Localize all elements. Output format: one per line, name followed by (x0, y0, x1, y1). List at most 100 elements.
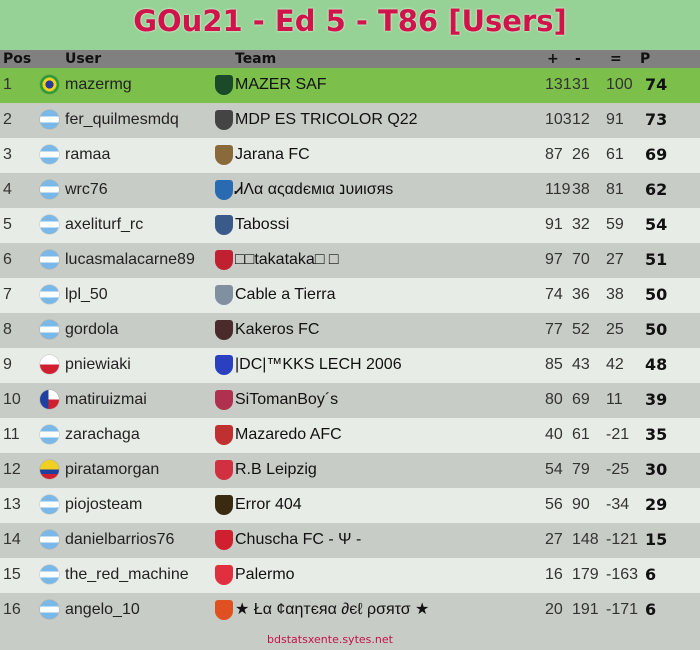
points: 73 (645, 110, 668, 129)
team-crest-icon (215, 530, 233, 550)
goals-against: 32 (572, 216, 590, 233)
team-crest-icon (215, 285, 233, 305)
team-name[interactable]: |DC|™KKS LECH 2006 (235, 356, 402, 373)
goal-difference: 25 (606, 321, 624, 338)
table-row: 4 wrc76 ᏗΛα αςαԁємια נυиισяѕ 119 38 81 6… (0, 173, 700, 208)
team-crest-icon (215, 565, 233, 585)
team-name[interactable]: ★ Łα ¢αηтєяα ∂єℓ ρσяτσ ★ (235, 601, 430, 618)
header-minus: - (575, 51, 581, 67)
team-crest-icon (215, 110, 233, 130)
position: 6 (3, 251, 12, 268)
team-name[interactable]: Jarana FC (235, 146, 310, 163)
points: 54 (645, 215, 668, 234)
goal-difference: -171 (606, 601, 639, 618)
points: 30 (645, 460, 668, 479)
goals-against: 52 (572, 321, 590, 338)
goals-for: 74 (545, 286, 563, 303)
team-crest-icon (215, 390, 233, 410)
position: 12 (3, 461, 21, 478)
goal-difference: 81 (606, 181, 624, 198)
points: 39 (645, 390, 668, 409)
points: 69 (645, 145, 668, 164)
user-name[interactable]: piratamorgan (65, 461, 160, 478)
goal-difference: 27 (606, 251, 624, 268)
team-crest-icon (215, 355, 233, 375)
team-name[interactable]: ᏗΛα αςαԁємια נυиισяѕ (235, 181, 394, 198)
goal-difference: 42 (606, 356, 624, 373)
goals-for: 119 (545, 181, 571, 198)
user-name[interactable]: pniewiaki (65, 356, 131, 373)
goal-difference: -34 (606, 496, 630, 513)
goals-for: 80 (545, 391, 563, 408)
header-pos: Pos (3, 51, 32, 67)
table-row: 13 piojosteam Error 404 56 90 -34 29 (0, 488, 700, 523)
user-name[interactable]: lucasmalacarne89 (65, 251, 195, 268)
goals-against: 38 (572, 181, 590, 198)
goals-against: 179 (572, 566, 599, 583)
user-name[interactable]: ramaa (65, 146, 111, 163)
table-row: 15 the_red_machine Palermo 16 179 -163 6 (0, 558, 700, 593)
position: 16 (3, 601, 21, 618)
goals-against: 61 (572, 426, 590, 443)
team-name[interactable]: Cable a Tierra (235, 286, 336, 303)
team-name[interactable]: □□takataka□ □ (235, 251, 339, 268)
points: 29 (645, 495, 668, 514)
position: 14 (3, 531, 21, 548)
user-name[interactable]: wrc76 (65, 181, 108, 198)
team-name[interactable]: Kakeros FC (235, 321, 320, 338)
flag-colombia-icon (40, 460, 59, 479)
team-name[interactable]: Error 404 (235, 496, 302, 513)
user-name[interactable]: lpl_50 (65, 286, 108, 303)
team-crest-icon (215, 320, 233, 340)
user-name[interactable]: mazermg (65, 76, 132, 93)
flag-brazil-icon (40, 75, 59, 94)
user-name[interactable]: angelo_10 (65, 601, 140, 618)
flag-argentina-icon (40, 110, 59, 129)
team-name[interactable]: Mazaredo AFC (235, 426, 342, 443)
goals-for: 20 (545, 601, 563, 618)
team-name[interactable]: R.B Leipzig (235, 461, 317, 478)
table-row: 12 piratamorgan R.B Leipzig 54 79 -25 30 (0, 453, 700, 488)
team-name[interactable]: Chuscha FC - Ψ - (235, 531, 362, 548)
user-name[interactable]: danielbarrios76 (65, 531, 175, 548)
team-name[interactable]: SiTomanBoy´s (235, 391, 339, 408)
user-name[interactable]: gordola (65, 321, 119, 338)
team-name[interactable]: MAZER SAF (235, 76, 327, 93)
goals-against: 36 (572, 286, 590, 303)
position: 3 (3, 146, 12, 163)
flag-argentina-icon (40, 320, 59, 339)
table-row: 1 mazermg MAZER SAF 131 31 100 74 (0, 68, 700, 103)
table-row: 3 ramaa Jarana FC 87 26 61 69 (0, 138, 700, 173)
position: 10 (3, 391, 21, 408)
goals-for: 97 (545, 251, 563, 268)
header-points: P (640, 51, 651, 67)
goals-for: 40 (545, 426, 563, 443)
table-row: 14 danielbarrios76 Chuscha FC - Ψ - 27 1… (0, 523, 700, 558)
goals-against: 70 (572, 251, 590, 268)
table-row: 10 matiruizmai SiTomanBoy´s 80 69 11 39 (0, 383, 700, 418)
goals-against: 90 (572, 496, 590, 513)
flag-argentina-icon (40, 145, 59, 164)
user-name[interactable]: fer_quilmesmdq (65, 111, 179, 128)
position: 4 (3, 181, 12, 198)
goal-difference: 11 (606, 391, 623, 408)
user-name[interactable]: matiruizmai (65, 391, 147, 408)
position: 15 (3, 566, 21, 583)
points: 50 (645, 320, 668, 339)
goals-against: 191 (572, 601, 599, 618)
points: 6 (645, 565, 657, 584)
flag-argentina-icon (40, 425, 59, 444)
goals-against: 12 (572, 111, 590, 128)
team-name[interactable]: Tabossi (235, 216, 290, 233)
page-title: GOu21 - Ed 5 - T86 [Users] (133, 4, 567, 38)
team-name[interactable]: Palermo (235, 566, 295, 583)
goal-difference: 61 (606, 146, 624, 163)
user-name[interactable]: piojosteam (65, 496, 143, 513)
team-crest-icon (215, 215, 233, 235)
team-name[interactable]: MDP ES TRICOLOR Q22 (235, 111, 418, 128)
user-name[interactable]: axeliturf_rc (65, 216, 144, 233)
flag-argentina-icon (40, 250, 59, 269)
user-name[interactable]: zarachaga (65, 426, 140, 443)
footer-link[interactable]: bdstatsxente.sytes.net (267, 633, 393, 646)
user-name[interactable]: the_red_machine (65, 566, 189, 583)
